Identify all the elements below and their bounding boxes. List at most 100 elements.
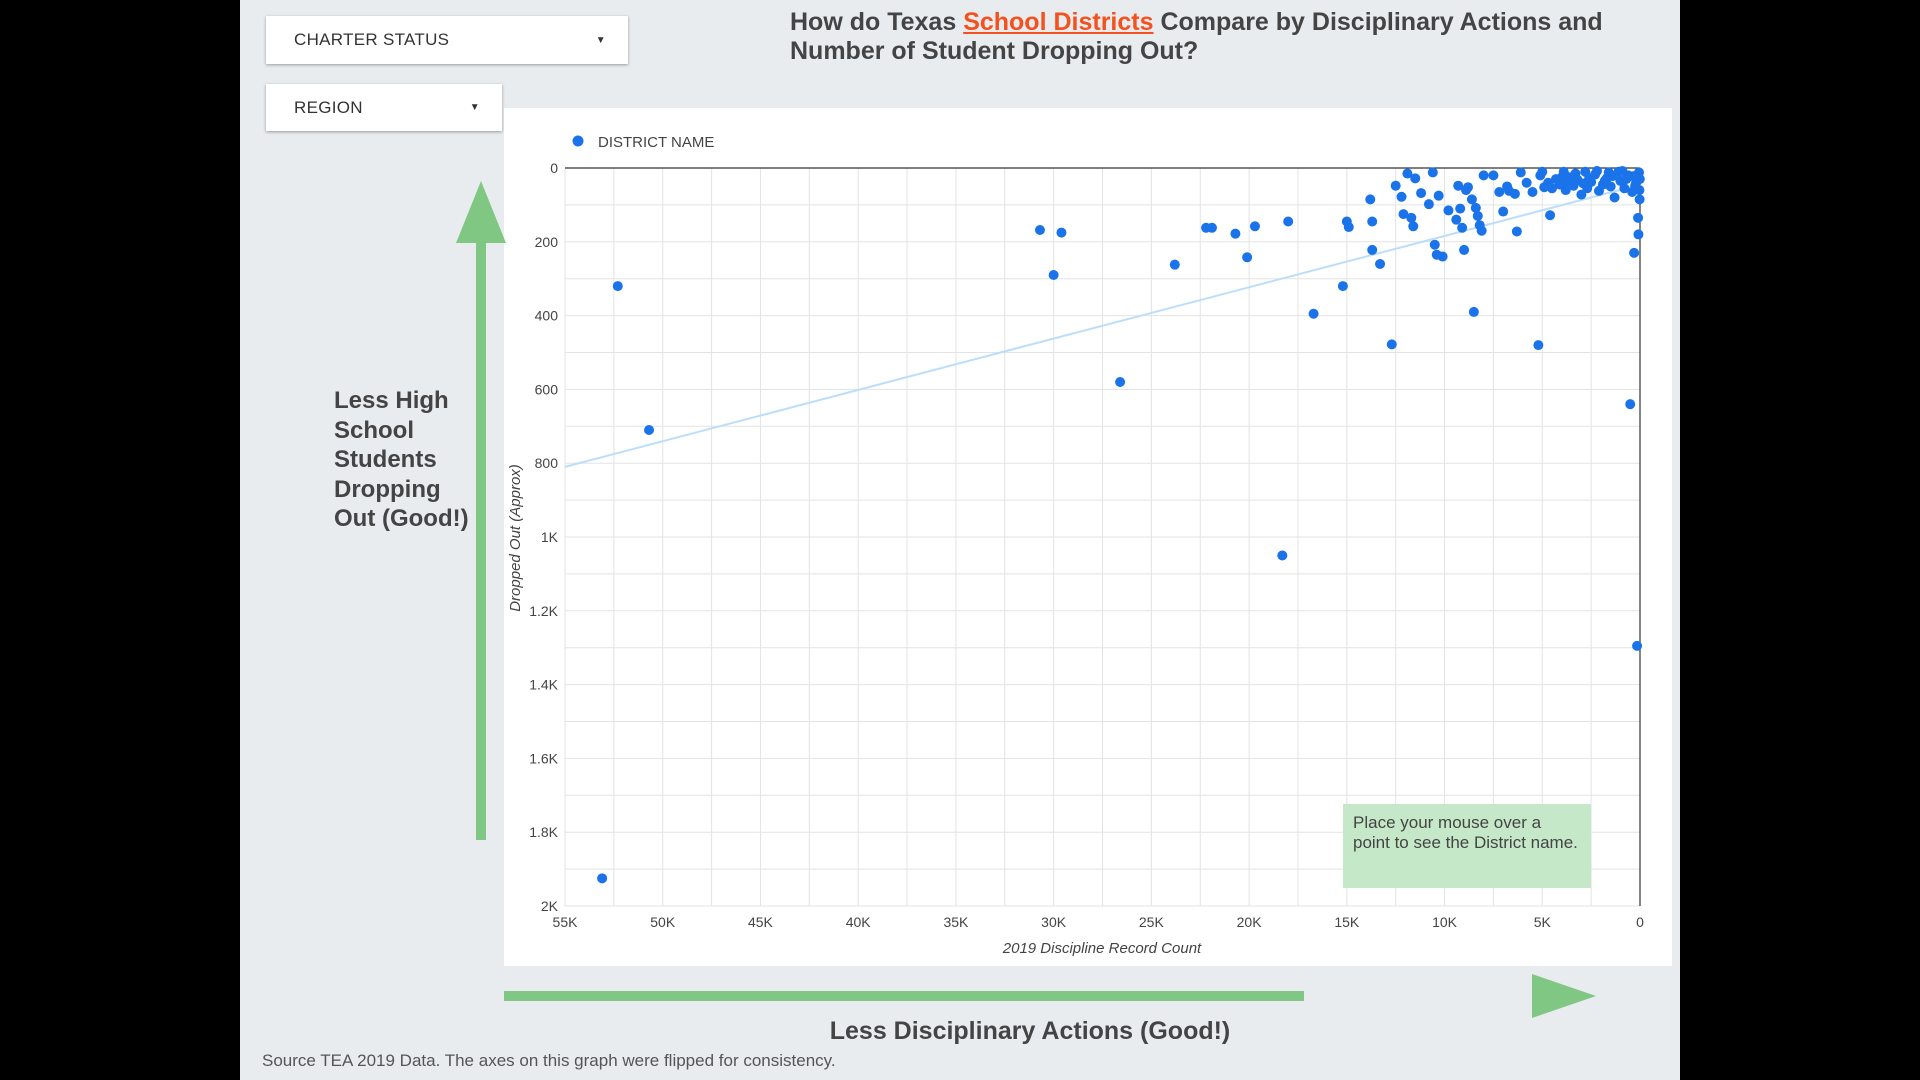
x-tick-label: 55K [553,914,579,930]
data-point[interactable] [1437,251,1448,262]
data-point[interactable] [1169,259,1180,270]
data-point[interactable] [1562,177,1573,188]
data-point[interactable] [1625,399,1636,410]
data-point[interactable] [1390,180,1401,191]
y-tick-label: 1.2K [529,603,558,619]
data-point[interactable] [1466,194,1477,205]
data-point[interactable] [1472,210,1483,221]
data-point[interactable] [1468,306,1479,317]
horizontal-arrow [504,974,1596,1018]
caret-down-icon: ▼ [595,34,606,46]
data-point[interactable] [1056,227,1067,238]
data-point[interactable] [1599,175,1610,186]
data-point[interactable] [597,873,608,884]
data-point[interactable] [1230,228,1241,239]
data-point[interactable] [1578,178,1589,189]
data-point[interactable] [1629,247,1640,258]
region-dropdown[interactable]: REGION ▼ [266,84,502,131]
data-point[interactable] [1457,222,1468,233]
data-point[interactable] [1416,188,1427,199]
data-point[interactable] [1396,191,1407,202]
data-point[interactable] [1634,194,1645,205]
x-tick-label: 40K [846,914,872,930]
data-point[interactable] [1423,199,1434,210]
data-point[interactable] [1617,165,1628,176]
data-point[interactable] [1619,183,1630,194]
data-point[interactable] [612,281,623,292]
data-point[interactable] [1343,222,1354,233]
page-title: How do Texas School Districts Compare by… [790,8,1670,66]
data-point[interactable] [1628,171,1639,182]
data-point[interactable] [1476,225,1487,236]
data-point[interactable] [1515,167,1526,178]
data-point[interactable] [1367,216,1378,227]
x-direction-annotation: Less Disciplinary Actions (Good!) [829,1017,1231,1045]
data-point[interactable] [1408,221,1419,232]
data-point[interactable] [1511,226,1522,237]
data-point[interactable] [1277,550,1288,561]
data-point[interactable] [1630,180,1641,191]
y-tick-label: 0 [550,160,558,176]
data-point[interactable] [1429,239,1440,250]
data-point[interactable] [1607,171,1618,182]
y-tick-label: 800 [535,455,559,471]
data-point[interactable] [1547,183,1558,194]
data-point[interactable] [1249,221,1260,232]
data-point[interactable] [1206,222,1217,233]
data-point[interactable] [1375,258,1386,269]
data-point[interactable] [1609,192,1620,203]
charter-status-dropdown[interactable]: CHARTER STATUS ▼ [266,16,628,64]
data-point[interactable] [1402,168,1413,179]
data-point[interactable] [1459,244,1470,255]
data-point[interactable] [1537,166,1548,177]
data-point[interactable] [1592,165,1602,176]
x-tick-label: 30K [1041,914,1067,930]
data-point[interactable] [1406,212,1417,223]
data-point[interactable] [1242,252,1253,263]
vertical-arrow [456,181,506,840]
data-point[interactable] [1570,168,1581,179]
legend: DISTRICT NAME [572,134,714,151]
data-point[interactable] [1034,224,1045,235]
horizontal-arrow-head [1532,974,1596,1018]
data-point[interactable] [1443,205,1454,216]
data-point[interactable] [1494,186,1505,197]
data-point[interactable] [1527,186,1538,197]
data-point[interactable] [1365,194,1376,205]
data-point[interactable] [1398,209,1409,220]
data-point[interactable] [1632,640,1643,651]
data-point[interactable] [1283,216,1294,227]
data-point[interactable] [1509,188,1520,199]
title-link-school-districts[interactable]: School Districts [963,8,1154,36]
data-point[interactable] [644,424,655,435]
data-point[interactable] [1498,206,1509,217]
data-point[interactable] [1455,203,1466,214]
data-point[interactable] [1427,167,1438,178]
data-point[interactable] [1386,339,1397,350]
y-tick-label: 2K [541,898,559,914]
data-point[interactable] [1560,185,1571,196]
data-point[interactable] [1337,281,1348,292]
y-axis-label: Dropped Out (Approx) [507,464,524,612]
data-point[interactable] [1488,170,1499,181]
data-point[interactable] [1367,244,1378,255]
data-point[interactable] [1576,189,1587,200]
data-point[interactable] [1115,377,1126,388]
data-point[interactable] [1470,202,1481,213]
data-point[interactable] [1633,212,1644,223]
data-point[interactable] [1521,177,1532,188]
data-point[interactable] [1478,170,1489,181]
data-point[interactable] [1453,180,1464,191]
report-canvas: CHARTER STATUS ▼ REGION ▼ How do Texas S… [240,0,1680,1080]
data-point[interactable] [1633,229,1644,240]
data-point[interactable] [1545,210,1556,221]
data-point[interactable] [1463,182,1473,193]
data-point[interactable] [1533,340,1544,351]
data-point[interactable] [1433,190,1444,201]
data-point[interactable] [1410,173,1421,184]
data-point[interactable] [1451,214,1462,225]
axes [565,167,1641,906]
data-point[interactable] [1048,270,1059,281]
y-tick-label: 1.8K [529,824,558,840]
data-point[interactable] [1308,308,1319,319]
